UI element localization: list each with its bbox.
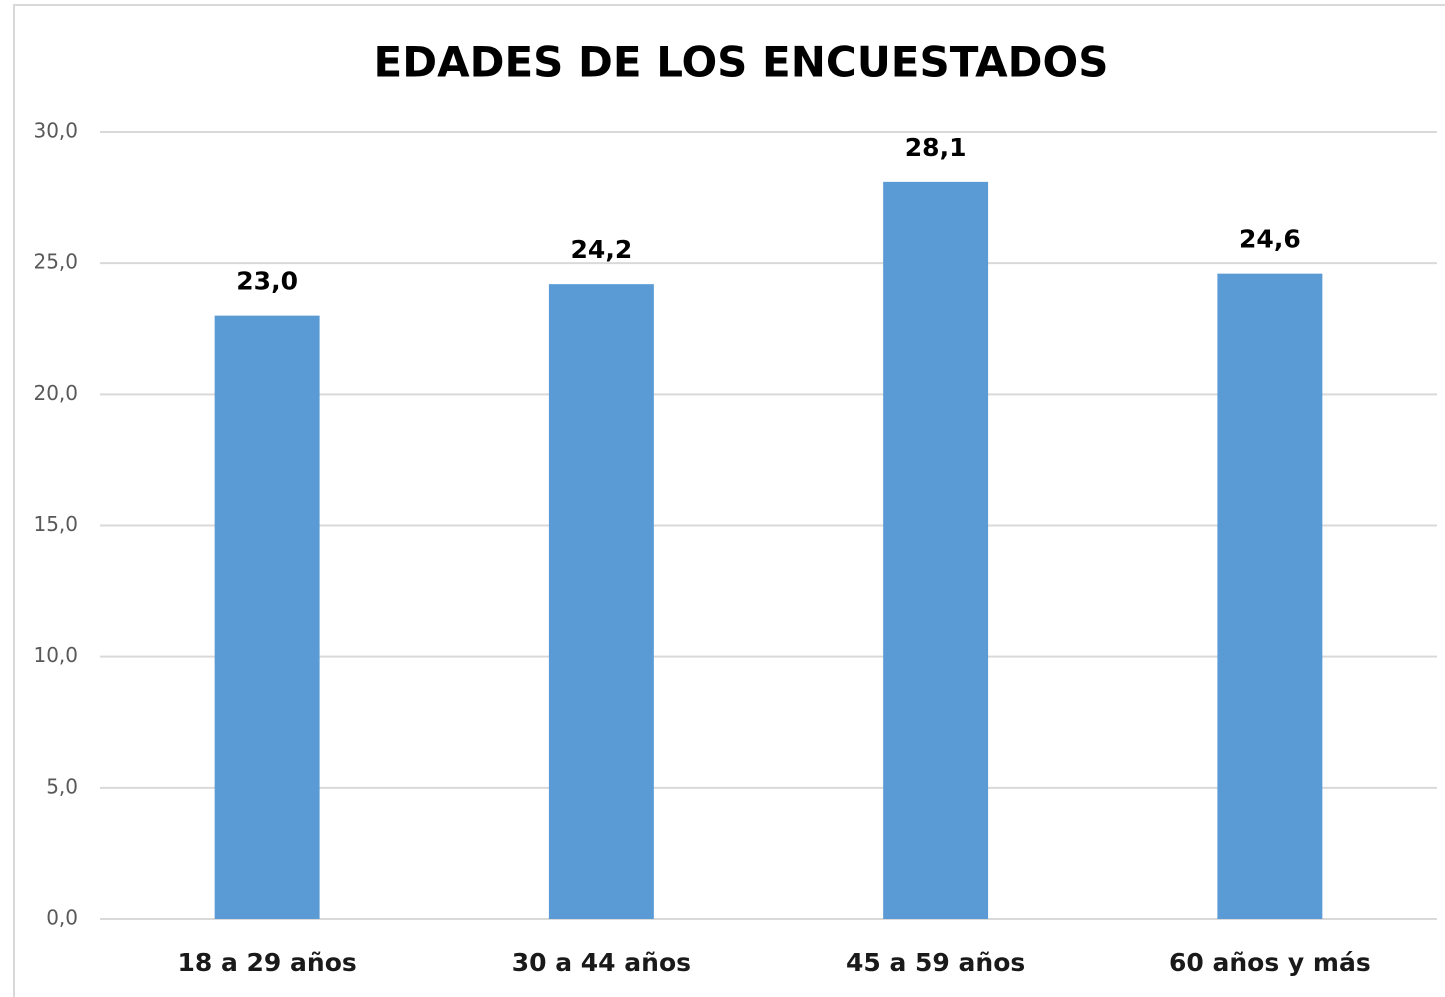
data-label: 23,0 (236, 267, 298, 296)
y-tick-label: 15,0 (33, 512, 78, 536)
bar (883, 181, 989, 920)
bar (214, 315, 320, 920)
bar (1217, 273, 1323, 919)
y-tick-label: 30,0 (33, 119, 78, 143)
y-tick-label: 20,0 (33, 381, 78, 405)
x-tick-label: 18 a 29 años (177, 948, 356, 977)
x-tick-label: 60 años y más (1169, 948, 1371, 977)
y-tick-label: 25,0 (33, 250, 78, 274)
y-tick-label: 5,0 (46, 774, 78, 798)
bar (548, 284, 654, 919)
y-tick-label: 10,0 (33, 643, 78, 667)
data-label: 24,6 (1239, 225, 1301, 254)
x-tick-label: 45 a 59 años (846, 948, 1025, 977)
y-tick-label: 0,0 (46, 906, 78, 930)
chart-title: EDADES DE LOS ENCUESTADOS (374, 38, 1109, 87)
data-label: 24,2 (571, 235, 633, 264)
data-label: 28,1 (905, 133, 967, 162)
x-tick-label: 30 a 44 años (512, 948, 691, 977)
